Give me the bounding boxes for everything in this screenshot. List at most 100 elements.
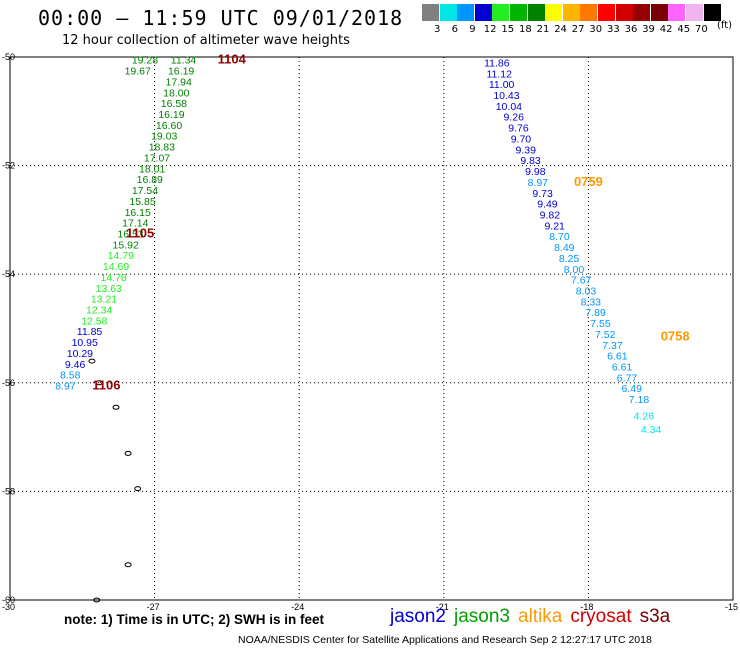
lat-label: -58 — [2, 486, 15, 496]
scale-tick-label: 15 — [501, 24, 515, 35]
scale-swatch — [703, 4, 721, 21]
wave-height-value: 9.70 — [511, 133, 532, 145]
chart-title: 00:00 – 11:59 UTC 09/01/2018 — [38, 6, 404, 30]
wave-height-value: 9.46 — [65, 359, 86, 371]
island-outline — [134, 486, 142, 492]
wave-height-value: 10.29 — [67, 348, 93, 360]
scale-tick-label: 33 — [607, 24, 620, 35]
satellite-legend-item: jason3 — [454, 606, 510, 627]
scale-swatch — [615, 4, 633, 21]
wave-height-value: 8.03 — [576, 285, 597, 297]
scale-tick-label: 39 — [642, 24, 655, 35]
wave-height-value: 11.12 — [486, 68, 512, 80]
scale-swatch — [598, 4, 615, 21]
wave-height-value: 7.52 — [595, 329, 616, 341]
satellite-legend: jason2 jason3 altika cryosat s3a — [390, 606, 678, 628]
wave-height-value: 19.67 — [125, 66, 151, 78]
wave-height-value: 8.70 — [549, 231, 570, 243]
wave-height-value: 16.60 — [156, 120, 182, 132]
wave-height-value: 17.94 — [166, 76, 192, 88]
wave-height-value: 8.58 — [60, 370, 81, 382]
wave-height-value: 7.67 — [571, 275, 592, 287]
scale-tick-label: 70 — [695, 24, 708, 35]
lon-label: -15 — [725, 602, 738, 610]
scale-swatch — [474, 4, 492, 21]
pass-time-label: 1104 — [218, 52, 247, 67]
wave-height-value: 15.85 — [129, 196, 155, 208]
wave-height-map: -50 -52 -54 -56 -58 -60-30 -27 -24 -21 -18 -15 19.2… — [2, 52, 738, 610]
wave-height-value: 15.92 — [113, 239, 139, 251]
wave-height-value: 8.49 — [554, 242, 575, 254]
wave-height-value: 16.89 — [137, 174, 163, 186]
wave-height-value: 9.39 — [516, 144, 537, 156]
lon-label: -27 — [147, 602, 160, 610]
wave-height-value: 6.61 — [607, 351, 628, 363]
satellite-legend-item: cryosat — [570, 606, 632, 627]
wave-height-value: 9.26 — [503, 112, 524, 124]
wave-height-value: 16.19 — [168, 66, 194, 78]
wave-height-value: 9.76 — [508, 123, 529, 135]
wave-height-value: 7.37 — [602, 340, 623, 352]
scale-tick-label: 42 — [659, 24, 673, 35]
scale-tick-label: 30 — [589, 24, 603, 35]
wave-height-value: 11.86 — [484, 57, 510, 69]
lat-label: -52 — [2, 161, 15, 171]
lat-label: -54 — [2, 269, 15, 279]
lon-label: -30 — [2, 602, 15, 610]
satellite-legend-item: altika — [518, 606, 563, 627]
wave-height-value: 14.69 — [103, 261, 129, 273]
scale-swatch — [492, 4, 510, 21]
wave-height-value: 11.34 — [171, 55, 197, 67]
wave-height-value: 18.83 — [149, 142, 175, 154]
scale-tick-label: 36 — [624, 24, 638, 35]
wave-height-value: 11.00 — [489, 79, 515, 91]
wave-height-value: 14.78 — [100, 272, 126, 284]
wave-height-value: 9.83 — [520, 155, 541, 167]
scale-swatch — [633, 4, 651, 21]
wave-height-value: 18.01 — [139, 163, 165, 175]
note-text: note: 1) Time is in UTC; 2) SWH is in fe… — [64, 612, 325, 627]
scale-swatch — [527, 4, 545, 21]
scale-tick-label: 12 — [483, 24, 497, 35]
wave-height-value: 12.58 — [81, 315, 107, 327]
wave-height-value: 10.95 — [72, 337, 98, 349]
scale-swatch — [510, 4, 527, 21]
wave-height-value: 7.89 — [585, 307, 606, 319]
wave-height-value: 11.85 — [77, 326, 103, 338]
lat-label: -60 — [2, 595, 15, 605]
island-outline — [124, 562, 132, 568]
scale-tick-label: 6 — [451, 24, 458, 35]
scale-tick-label: 3 — [434, 24, 441, 35]
pass-time-label: 1105 — [126, 225, 154, 240]
wave-height-value: 7.18 — [629, 394, 650, 406]
wave-height-value: 9.98 — [525, 166, 546, 178]
scale-tick-label: 9 — [469, 24, 476, 35]
wave-height-value: 16.58 — [161, 98, 187, 110]
pass-time-label: 0758 — [661, 329, 690, 344]
scale-swatch — [686, 4, 703, 21]
scale-tick-label: 24 — [554, 24, 567, 35]
wave-height-value: 17.54 — [132, 185, 158, 197]
scale-swatch — [580, 4, 598, 21]
pass-time-label: 1106 — [92, 378, 120, 393]
pass-time-label: 0759 — [574, 174, 603, 189]
wave-height-value: 16.19 — [158, 109, 184, 121]
wave-height-value: 8.97 — [55, 381, 76, 393]
wave-height-value: 4.34 — [641, 424, 662, 436]
map-frame — [9, 56, 734, 601]
wave-height-value: 9.73 — [532, 188, 553, 200]
wave-height-value: 17.14 — [122, 218, 148, 230]
wave-height-value: 13.63 — [96, 283, 122, 295]
wave-height-value: 16.15 — [125, 207, 151, 219]
lat-label: -56 — [2, 378, 15, 388]
island-outline — [95, 380, 103, 386]
wave-height-value: 19.03 — [151, 131, 177, 143]
wave-height-value: 17.07 — [144, 152, 170, 164]
scale-swatch — [668, 4, 686, 21]
wave-height-value: 12.34 — [86, 304, 112, 316]
scale-swatch — [545, 4, 563, 21]
scale-swatch — [457, 4, 475, 21]
wave-height-value: 8.00 — [564, 264, 585, 276]
lon-label: -24 — [291, 602, 304, 610]
scale-swatch — [650, 4, 668, 21]
